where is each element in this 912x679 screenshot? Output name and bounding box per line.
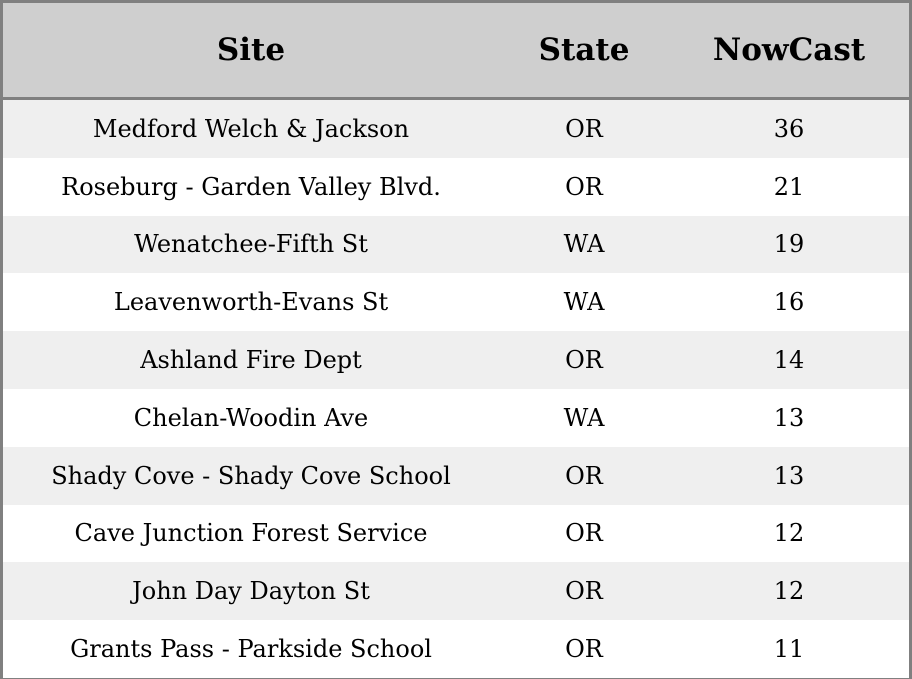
cell-site: Shady Cove - Shady Cove School	[3, 446, 499, 505]
cell-state: OR	[499, 562, 669, 621]
table-row: John Day Dayton St OR 12	[3, 562, 909, 621]
table-row: Grants Pass - Parkside School OR 11	[3, 620, 909, 678]
table-row: Wenatchee-Fifth St WA 19	[3, 215, 909, 274]
cell-state: OR	[499, 504, 669, 563]
cell-state: OR	[499, 331, 669, 389]
cell-nowcast: 13	[669, 446, 909, 505]
cell-site: Chelan-Woodin Ave	[3, 388, 499, 447]
cell-nowcast: 14	[669, 331, 909, 389]
cell-nowcast: 12	[669, 562, 909, 621]
header-site: Site	[3, 3, 499, 100]
table-row: Roseburg - Garden Valley Blvd. OR 21	[3, 157, 909, 216]
table-row: Chelan-Woodin Ave WA 13	[3, 388, 909, 447]
table-row: Leavenworth-Evans St WA 16	[3, 273, 909, 332]
cell-nowcast: 21	[669, 157, 909, 216]
cell-site: John Day Dayton St	[3, 562, 499, 621]
header-row: Site State NowCast	[3, 3, 909, 100]
table-row: Medford Welch & Jackson OR 36	[3, 98, 909, 158]
header-state: State	[499, 3, 669, 100]
cell-state: WA	[499, 273, 669, 332]
cell-nowcast: 13	[669, 388, 909, 447]
cell-site: Wenatchee-Fifth St	[3, 215, 499, 274]
cell-state: OR	[499, 446, 669, 505]
table-row: Cave Junction Forest Service OR 12	[3, 504, 909, 563]
cell-state: OR	[499, 157, 669, 216]
table-row: Shady Cove - Shady Cove School OR 13	[3, 446, 909, 505]
cell-site: Roseburg - Garden Valley Blvd.	[3, 157, 499, 216]
cell-site: Cave Junction Forest Service	[3, 504, 499, 563]
cell-nowcast: 11	[669, 620, 909, 678]
cell-site: Grants Pass - Parkside School	[3, 620, 499, 678]
cell-nowcast: 16	[669, 273, 909, 332]
cell-state: WA	[499, 215, 669, 274]
cell-site: Leavenworth-Evans St	[3, 273, 499, 332]
table-row: Ashland Fire Dept OR 14	[3, 331, 909, 389]
header-nowcast: NowCast	[669, 3, 909, 100]
cell-state: OR	[499, 620, 669, 678]
cell-nowcast: 36	[669, 98, 909, 158]
cell-nowcast: 19	[669, 215, 909, 274]
cell-nowcast: 12	[669, 504, 909, 563]
nowcast-table: Site State NowCast Medford Welch & Jacks…	[3, 3, 909, 678]
cell-site: Medford Welch & Jackson	[3, 98, 499, 158]
cell-site: Ashland Fire Dept	[3, 331, 499, 389]
cell-state: WA	[499, 388, 669, 447]
cell-state: OR	[499, 98, 669, 158]
